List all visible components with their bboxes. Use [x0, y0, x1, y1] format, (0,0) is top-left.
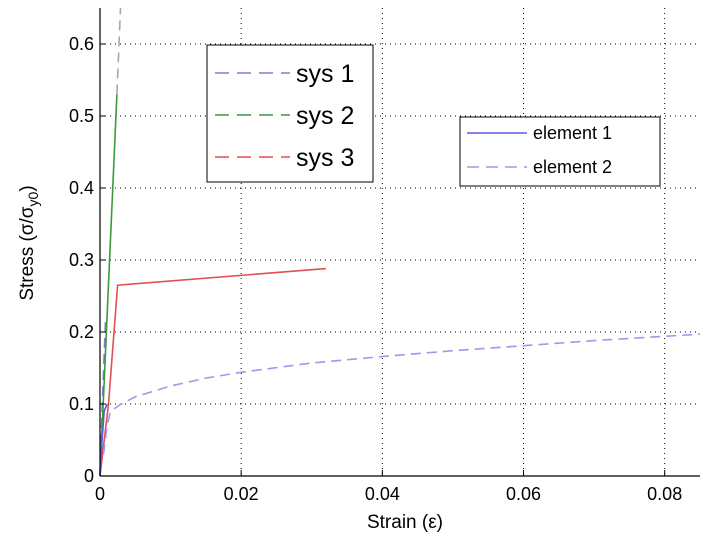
y-tick-labels: 0 0.1 0.2 0.3 0.4 0.5 0.6 — [69, 34, 94, 486]
y-axis-label-main: Stress (σ/σ — [17, 206, 38, 300]
x-tick-label: 0.08 — [647, 484, 682, 504]
svg-text:Stress (σ/σy0): Stress (σ/σy0) — [17, 185, 41, 300]
legend-elements-box — [459, 116, 661, 187]
y-tick-label: 0.2 — [69, 322, 94, 342]
x-tick-label: 0 — [95, 484, 105, 504]
legend-elements: element 1 element 2 — [459, 116, 661, 187]
y-tick-label: 0.5 — [69, 106, 94, 126]
x-tick-label: 0.06 — [506, 484, 541, 504]
series-line-5 — [102, 333, 701, 455]
legend-sys3-label: sys 3 — [296, 144, 354, 172]
legend-element1-label: element 1 — [533, 123, 612, 143]
x-axis-label: Strain (ε) — [367, 512, 443, 533]
axes — [99, 8, 700, 477]
x-tick-labels: 0 0.02 0.04 0.06 0.08 — [95, 484, 682, 504]
legend-systems-box — [206, 44, 374, 183]
y-tick-label: 0.6 — [69, 34, 94, 54]
x-tick-label: 0.04 — [365, 484, 400, 504]
legend-systems: sys 1 sys 2 sys 3 — [206, 44, 374, 183]
series-layer — [99, 7, 701, 477]
y-axis-label: Stress (σ/σy0) — [17, 185, 41, 300]
grid-lines — [100, 8, 700, 476]
series-line-4 — [99, 403, 108, 477]
legend-sys1-label: sys 1 — [296, 60, 354, 88]
legend-sys2-label: sys 2 — [296, 102, 354, 130]
y-axis-label-close: ) — [17, 185, 38, 191]
legend-element2-label: element 2 — [533, 157, 612, 177]
series-line-3 — [99, 267, 326, 477]
y-tick-label: 0.3 — [69, 250, 94, 270]
y-axis-label-subscript: y0 — [25, 191, 41, 206]
y-tick-label: 0.4 — [69, 178, 94, 198]
series-line-1 — [99, 94, 118, 477]
y-tick-label: 0 — [84, 466, 94, 486]
series-line-2 — [116, 7, 122, 95]
x-tick-label: 0.02 — [224, 484, 259, 504]
series-line-0 — [99, 317, 107, 477]
y-tick-label: 0.1 — [69, 394, 94, 414]
